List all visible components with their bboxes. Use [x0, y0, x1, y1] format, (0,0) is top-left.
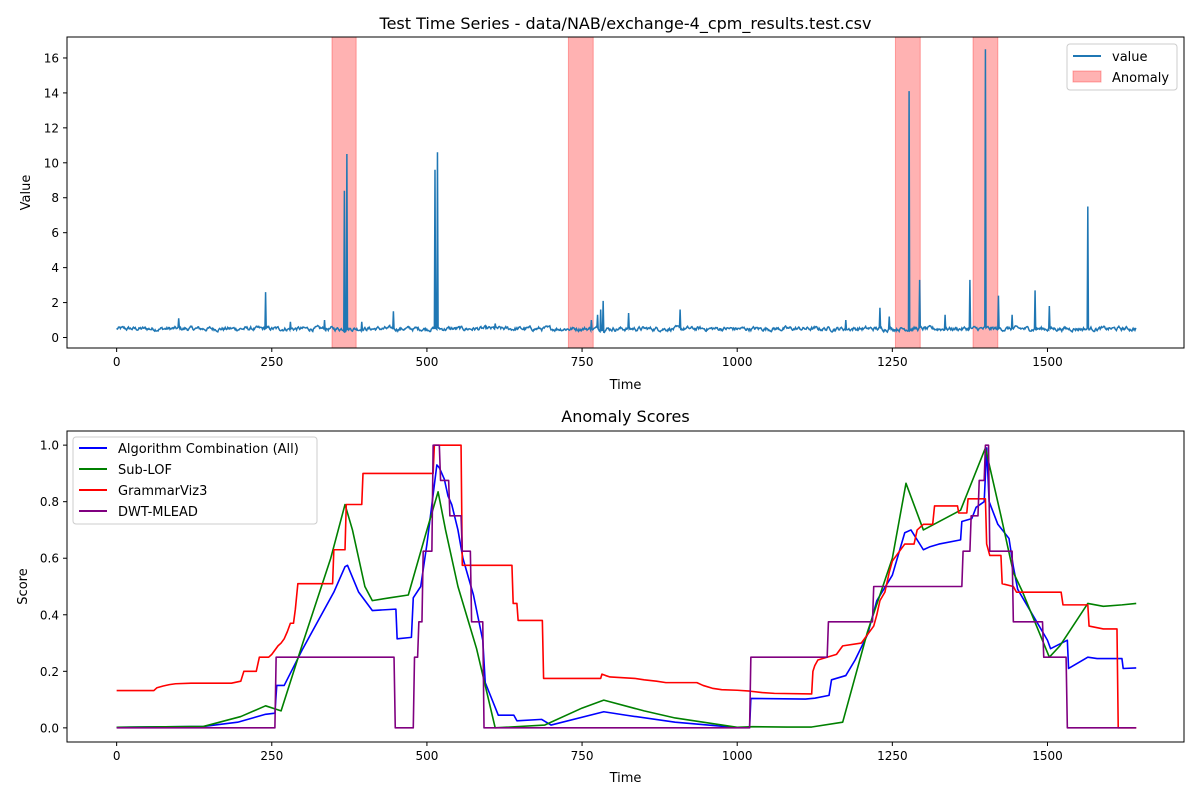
- anomaly-scores-title: Anomaly Scores: [561, 407, 689, 426]
- y-tick-label: 6: [51, 226, 59, 240]
- y-tick-label: 2: [51, 296, 59, 310]
- y-tick-label: 0.2: [40, 665, 59, 679]
- legend-anomaly-label: Anomaly: [1112, 71, 1169, 86]
- x-tick-label: 250: [260, 355, 283, 369]
- algorithm-combination-line: [116, 447, 1137, 729]
- grammarviz3-line: [116, 444, 1137, 729]
- x-tick-label: 750: [571, 749, 594, 763]
- x-tick-label: 500: [415, 749, 438, 763]
- value-series: [116, 49, 1137, 334]
- legend-sublof-label: Sub-LOF: [118, 463, 172, 478]
- value-line: [116, 49, 1137, 334]
- x-tick-label: 500: [415, 355, 438, 369]
- anomaly-scores-plot-frame: [66, 430, 1185, 743]
- y-tick-label: 12: [44, 121, 59, 135]
- legend-grammarviz-label: GrammarViz3: [118, 484, 207, 499]
- anomaly-scores-legend: Algorithm Combination (All) Sub-LOF Gram…: [72, 436, 318, 525]
- legend-anomaly-swatch: [1072, 70, 1102, 83]
- anomaly-scores-panel: Anomaly Scores 0 250 500 750 1000 1250 1500 0.…: [16, 407, 1185, 786]
- x-tick-label: 0: [113, 355, 121, 369]
- anomaly-scores-y-ticks: 0.0 0.2 0.4 0.6 0.8 1.0: [40, 439, 67, 735]
- y-tick-label: 10: [44, 156, 59, 170]
- x-tick-label: 1250: [877, 355, 908, 369]
- anomaly-scores-x-ticks: 0 250 500 750 1000 1250 1500: [113, 742, 1063, 763]
- y-tick-label: 0.0: [40, 721, 59, 735]
- x-tick-label: 1000: [722, 355, 753, 369]
- time-series-x-ticks: 0 250 500 750 1000 1250 1500: [113, 348, 1063, 369]
- y-tick-label: 4: [51, 261, 59, 275]
- legend-frame: [72, 436, 318, 525]
- legend-combination-label: Algorithm Combination (All): [118, 442, 299, 457]
- legend-dwt-label: DWT-MLEAD: [118, 505, 198, 520]
- time-series-plot-frame: [66, 36, 1185, 349]
- time-series-x-label: Time: [609, 378, 642, 393]
- y-tick-label: 0.6: [40, 552, 59, 566]
- y-tick-label: 0.8: [40, 495, 59, 509]
- y-tick-label: 1.0: [40, 439, 59, 453]
- score-series: [116, 444, 1137, 729]
- x-tick-label: 1500: [1032, 355, 1063, 369]
- x-tick-label: 0: [113, 749, 121, 763]
- time-series-y-ticks: 0 2 4 6 8 10 12 14 16: [44, 51, 67, 345]
- y-tick-label: 8: [51, 191, 59, 205]
- time-series-legend: value Anomaly: [1066, 43, 1178, 91]
- anomaly-region: [567, 36, 594, 349]
- dwt-mlead-line: [116, 444, 1137, 729]
- y-tick-label: 14: [44, 86, 59, 100]
- y-tick-label: 16: [44, 51, 59, 65]
- time-series-y-label: Value: [19, 175, 34, 211]
- time-series-title: Test Time Series - data/NAB/exchange-4_c…: [379, 14, 872, 34]
- anomaly-scores-y-label: Score: [16, 568, 31, 604]
- y-tick-label: 0.4: [40, 608, 59, 622]
- x-tick-label: 750: [571, 355, 594, 369]
- x-tick-label: 250: [260, 749, 283, 763]
- x-tick-label: 1000: [722, 749, 753, 763]
- legend-value-label: value: [1112, 50, 1148, 65]
- time-series-panel: Test Time Series - data/NAB/exchange-4_c…: [19, 14, 1185, 393]
- x-tick-label: 1500: [1032, 749, 1063, 763]
- y-tick-label: 0: [51, 331, 59, 345]
- anomaly-scores-x-label: Time: [609, 771, 642, 786]
- x-tick-label: 1250: [877, 749, 908, 763]
